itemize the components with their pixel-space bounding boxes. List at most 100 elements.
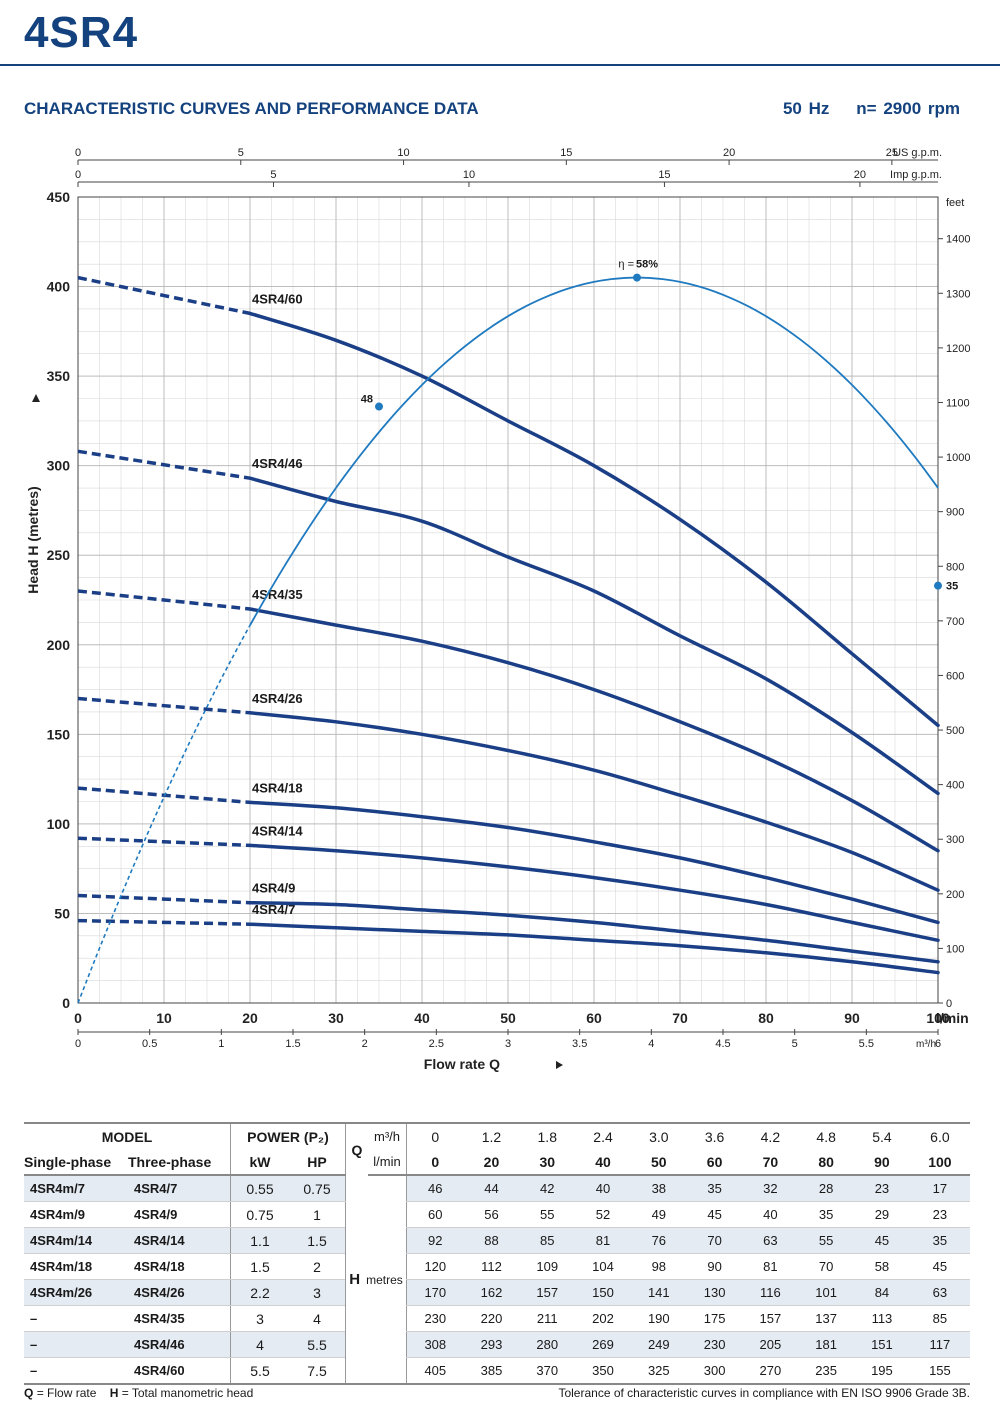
feet-tick-label: 900 bbox=[946, 507, 964, 519]
tolerance-note: Tolerance of characteristic curves in co… bbox=[558, 1386, 970, 1400]
cell-head: 92 bbox=[405, 1227, 464, 1254]
curve-dashed-4sr4-9 bbox=[77, 893, 251, 905]
cell-head: 325 bbox=[630, 1357, 687, 1385]
curve-4sr4-60 bbox=[248, 311, 940, 728]
cell-head: 117 bbox=[909, 1331, 970, 1358]
cell-head: 130 bbox=[686, 1279, 743, 1306]
cell-head: 55 bbox=[519, 1201, 576, 1228]
cell-kw: 4 bbox=[230, 1331, 289, 1358]
cell-head: 35 bbox=[909, 1227, 970, 1254]
cell-three: 4SR4/14 bbox=[128, 1227, 231, 1254]
curve-4sr4-46 bbox=[248, 476, 940, 796]
legend-h: H bbox=[109, 1386, 119, 1400]
efficiency-point bbox=[375, 402, 383, 411]
y-tick-label: 350 bbox=[47, 368, 71, 384]
cell-head: 270 bbox=[742, 1357, 799, 1385]
cell-kw: 2.2 bbox=[230, 1279, 289, 1306]
us-gpm-tick-label: 10 bbox=[397, 147, 409, 159]
m3h-cell: 0 bbox=[405, 1122, 464, 1149]
cell-head: 63 bbox=[742, 1227, 799, 1254]
cell-head: 98 bbox=[630, 1253, 687, 1280]
cell-hp: 4 bbox=[289, 1305, 346, 1332]
feet-tick-label: 1200 bbox=[946, 343, 970, 355]
cell-head: 175 bbox=[686, 1305, 743, 1332]
table-row: 4SR4m/9 4SR4/9 0.75 1 60 56 55 52 49 45 40 35 29 23 bbox=[24, 1201, 970, 1228]
three-phase-header: Three-phase bbox=[128, 1149, 231, 1176]
us-gpm-tick-label: 0 bbox=[75, 147, 81, 159]
table-row: 4SR4m/14 4SR4/14 1.1 1.5 92 88 85 81 76 70 63 55 45 3… bbox=[24, 1227, 970, 1254]
curve-label: 4SR4/35 bbox=[252, 587, 303, 602]
x-tick-label: 100 bbox=[926, 1010, 950, 1026]
lmin-label: l/min bbox=[368, 1149, 407, 1176]
cell-head: 385 bbox=[463, 1357, 520, 1385]
cell-single: – bbox=[24, 1331, 128, 1358]
x-tick-label: 60 bbox=[586, 1010, 602, 1026]
cell-head: 162 bbox=[463, 1279, 520, 1306]
m3h-tick-label: 6 bbox=[935, 1038, 941, 1050]
lmin-cell: 20 bbox=[463, 1149, 520, 1176]
feet-tick-label: 300 bbox=[946, 834, 964, 846]
cell-head: 58 bbox=[854, 1253, 910, 1280]
cell-three: 4SR4/60 bbox=[128, 1357, 231, 1385]
y-tick-label: 450 bbox=[47, 189, 71, 205]
feet-tick-label: 600 bbox=[946, 670, 964, 682]
frequency: 50 Hz bbox=[782, 99, 830, 118]
cell-head: 88 bbox=[463, 1227, 520, 1254]
cell-head: 202 bbox=[575, 1305, 631, 1332]
cell-head: 90 bbox=[686, 1253, 743, 1280]
m3h-tick-label: 3.5 bbox=[572, 1038, 587, 1050]
cell-head: 211 bbox=[519, 1305, 576, 1332]
curve-4sr4-18 bbox=[248, 800, 940, 925]
m3h-tick-label: 0 bbox=[75, 1038, 81, 1050]
efficiency-label: 58% bbox=[636, 259, 658, 271]
cell-three: 4SR4/7 bbox=[128, 1175, 231, 1202]
m3h-tick-label: 4.5 bbox=[715, 1038, 730, 1050]
cell-head: 42 bbox=[519, 1175, 576, 1202]
cell-head: 230 bbox=[405, 1305, 464, 1332]
cell-head: 116 bbox=[742, 1279, 799, 1306]
lmin-cell: 60 bbox=[686, 1149, 743, 1176]
cell-hp: 1 bbox=[289, 1201, 346, 1228]
feet-tick-label: 800 bbox=[946, 561, 964, 573]
y-tick-label: 0 bbox=[62, 995, 70, 1011]
cell-three: 4SR4/18 bbox=[128, 1253, 231, 1280]
title-divider bbox=[0, 64, 1000, 66]
us-gpm-tick-label: 20 bbox=[723, 147, 735, 159]
feet-tick-label: 1100 bbox=[946, 397, 970, 409]
cell-head: 150 bbox=[575, 1279, 631, 1306]
us-gpm-unit-label: US g.p.m. bbox=[893, 147, 942, 159]
feet-tick-label: 500 bbox=[946, 725, 964, 737]
lmin-cell: 30 bbox=[519, 1149, 576, 1176]
cell-single: – bbox=[24, 1357, 128, 1385]
kw-header: kW bbox=[230, 1149, 289, 1176]
imp-gpm-unit-label: Imp g.p.m. bbox=[890, 169, 942, 181]
cell-head: 35 bbox=[686, 1175, 743, 1202]
cell-head: 151 bbox=[854, 1331, 910, 1358]
cell-head: 45 bbox=[909, 1253, 970, 1280]
m3h-tick-label: 5.5 bbox=[859, 1038, 874, 1050]
cell-head: 155 bbox=[909, 1357, 970, 1385]
feet-tick-label: 100 bbox=[946, 943, 964, 955]
cell-head: 157 bbox=[742, 1305, 799, 1332]
cell-head: 308 bbox=[405, 1331, 464, 1358]
cell-head: 52 bbox=[575, 1201, 631, 1228]
cell-kw: 0.55 bbox=[230, 1175, 289, 1202]
cell-head: 46 bbox=[405, 1175, 464, 1202]
curve-4sr4-35 bbox=[248, 607, 940, 853]
cell-head: 63 bbox=[909, 1279, 970, 1306]
curve-4sr4-7 bbox=[248, 922, 940, 975]
m3h-cell: 1.8 bbox=[519, 1122, 576, 1149]
cell-single: 4SR4m/18 bbox=[24, 1253, 128, 1280]
y-tick-label: 100 bbox=[47, 816, 71, 832]
imp-gpm-tick-label: 20 bbox=[854, 169, 866, 181]
cell-single: – bbox=[24, 1305, 128, 1332]
x-tick-label: 80 bbox=[758, 1010, 774, 1026]
cell-head: 44 bbox=[463, 1175, 520, 1202]
power-header: POWER (P₂) bbox=[230, 1122, 346, 1149]
y-axis-label: Head H (metres) bbox=[25, 486, 41, 593]
cell-head: 85 bbox=[519, 1227, 576, 1254]
imp-gpm-tick-label: 10 bbox=[463, 169, 475, 181]
cell-head: 70 bbox=[798, 1253, 855, 1280]
us-gpm-tick-label: 15 bbox=[560, 147, 572, 159]
cell-head: 28 bbox=[798, 1175, 855, 1202]
